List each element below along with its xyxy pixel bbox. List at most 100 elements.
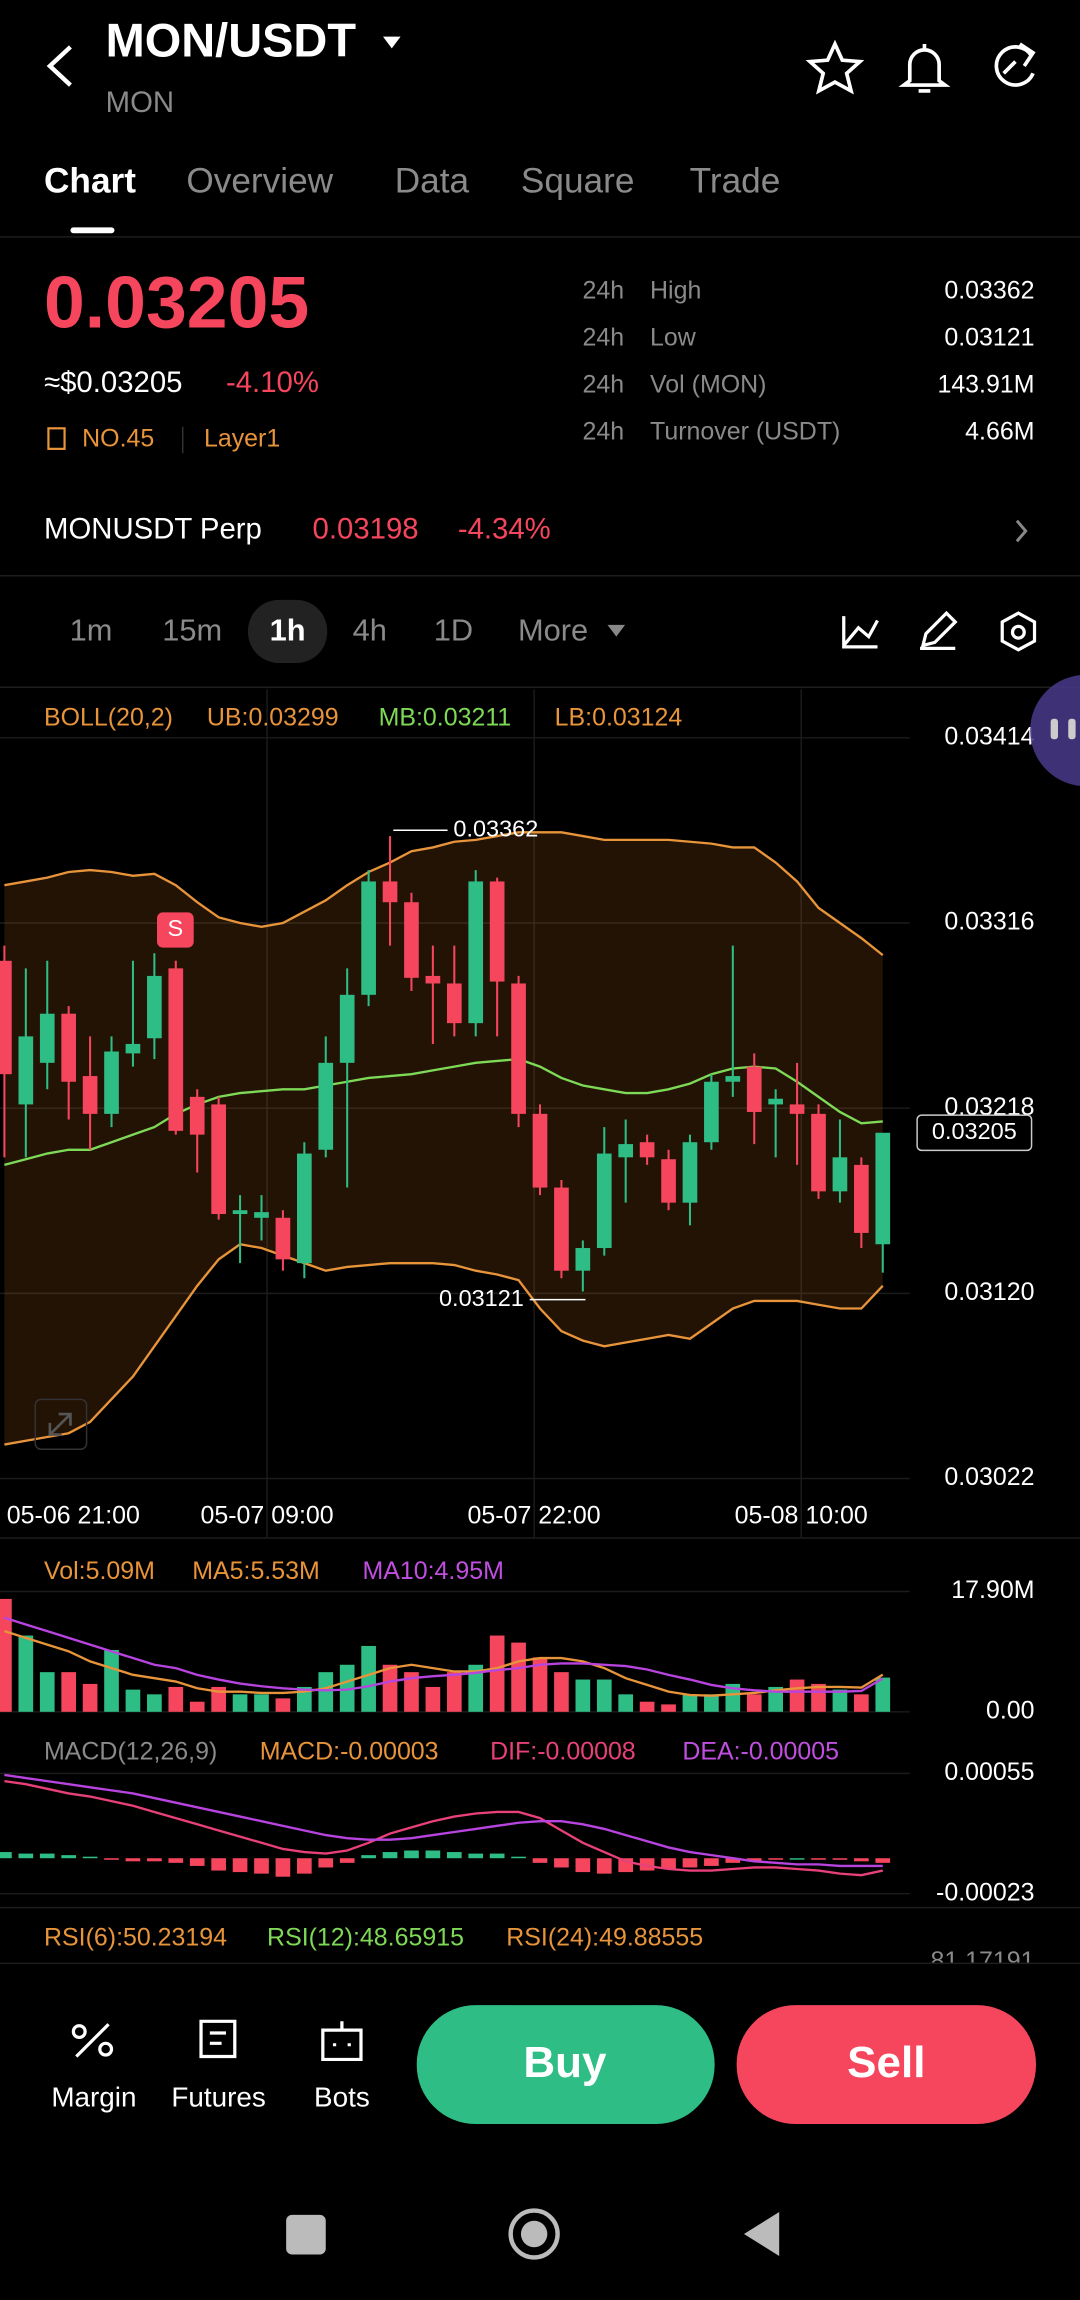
bar <box>297 1686 312 1712</box>
signal-badge <box>157 912 194 948</box>
stat-period: 24h <box>583 323 625 351</box>
bar <box>189 1701 205 1712</box>
candle-body <box>39 1013 55 1063</box>
separator <box>181 426 184 454</box>
bar <box>297 1858 312 1874</box>
bar <box>768 1686 783 1712</box>
bar <box>511 1642 526 1712</box>
bar <box>854 1694 869 1712</box>
indicator-line <box>4 1243 884 1446</box>
interval[interactable]: 1m <box>70 612 113 647</box>
divider <box>0 1537 1080 1539</box>
bar <box>404 1850 419 1859</box>
base-asset: MON <box>106 86 174 119</box>
legend-label: LB:0.03124 <box>555 703 683 731</box>
margin-icon[interactable] <box>71 2023 114 2058</box>
legend-label: DEA:-0.00005 <box>682 1737 839 1765</box>
buy-button[interactable] <box>416 2005 715 2124</box>
tool-label[interactable]: Futures <box>171 2081 265 2112</box>
bots-icon[interactable] <box>321 2021 363 2062</box>
boll-legend: BOLL(20,2) UB:0.03299 MB:0.03211 LB:0.03… <box>44 703 682 731</box>
buy-label[interactable]: Buy <box>523 2038 607 2087</box>
perp-price: 0.03198 <box>313 513 419 546</box>
tab[interactable]: Square <box>521 162 635 201</box>
nav-back[interactable] <box>743 2211 780 2256</box>
bar <box>254 1858 269 1874</box>
stat-value: 143.91M <box>937 370 1034 398</box>
stat-label: Vol (MON) <box>650 370 766 398</box>
settings-icon[interactable] <box>1000 611 1037 652</box>
bar <box>39 1853 55 1859</box>
tab[interactable]: Data <box>395 162 470 201</box>
rank: NO.45 <box>82 425 154 453</box>
bar <box>125 1689 141 1712</box>
bar <box>596 1858 612 1874</box>
bar <box>768 1858 783 1860</box>
indicator-line <box>4 1630 884 1697</box>
bar <box>39 1672 55 1712</box>
bar <box>746 1694 762 1712</box>
y-tick-label: 0.00055 <box>944 1758 1034 1786</box>
tool-label[interactable]: Bots <box>314 2081 370 2112</box>
interval-more[interactable]: More <box>518 612 588 647</box>
y-tick-label: 0.03022 <box>944 1463 1034 1491</box>
interval[interactable]: 4h <box>353 612 387 647</box>
divider <box>0 686 1080 688</box>
bar <box>82 1856 98 1859</box>
nav-home[interactable] <box>508 2208 560 2260</box>
share-icon[interactable] <box>994 42 1036 87</box>
tool-label[interactable]: Margin <box>51 2081 136 2112</box>
bar <box>254 1694 269 1712</box>
x-tick-label: 05-08 10:00 <box>735 1501 868 1529</box>
x-tick-label: 05-06 21:00 <box>7 1501 140 1529</box>
bar <box>596 1679 612 1712</box>
bar <box>554 1858 569 1868</box>
chevron[interactable] <box>1015 519 1028 543</box>
futures-icon[interactable] <box>199 2019 237 2059</box>
stat-label: Low <box>650 323 697 351</box>
y-tick-label: 0.03120 <box>944 1278 1034 1306</box>
legend-label: MA5:5.53M <box>192 1557 320 1585</box>
bar <box>232 1694 248 1712</box>
bar <box>575 1679 591 1712</box>
floating-icon <box>1068 718 1076 740</box>
legend-label: BOLL(20,2) <box>44 703 173 731</box>
sell-label[interactable]: Sell <box>847 2038 925 2087</box>
nav-home-dot <box>520 2220 548 2248</box>
nav-recent[interactable] <box>286 2214 326 2255</box>
bar <box>532 1858 548 1863</box>
candle-body <box>297 1153 312 1264</box>
alert-icon[interactable] <box>898 44 951 93</box>
interval[interactable]: 1D <box>434 612 473 647</box>
candle-body <box>61 1013 77 1082</box>
sector-tag[interactable]: Layer1 <box>204 425 280 453</box>
pair-dropdown[interactable] <box>382 36 401 49</box>
perp-name[interactable]: MONUSDT Perp <box>44 513 262 546</box>
indicator-line <box>4 1779 884 1877</box>
bar <box>832 1689 848 1712</box>
tab[interactable]: Trade <box>690 162 781 201</box>
y-tick-label: 0.00 <box>986 1696 1035 1724</box>
interval[interactable]: 15m <box>162 612 222 647</box>
favorite-icon[interactable] <box>805 39 865 95</box>
legend-label: RSI(12):48.65915 <box>267 1924 464 1952</box>
interval-active[interactable]: 1h <box>270 612 306 647</box>
bar <box>446 1672 462 1712</box>
stat-value: 0.03362 <box>944 276 1034 304</box>
draw-icon[interactable] <box>920 610 958 650</box>
indicator-icon[interactable] <box>842 616 879 649</box>
more-dropdown[interactable] <box>607 624 626 637</box>
pair-title[interactable]: MON/USDT <box>106 14 357 66</box>
sell-button[interactable] <box>736 2005 1036 2124</box>
candle-body <box>489 881 505 982</box>
bar <box>168 1858 184 1863</box>
back-button[interactable] <box>46 45 72 87</box>
bar <box>18 1853 34 1859</box>
bar <box>0 1598 12 1712</box>
tab-active[interactable]: Chart <box>44 162 136 201</box>
tab[interactable]: Overview <box>186 162 333 201</box>
candle-body <box>104 1051 119 1114</box>
fullscreen-button[interactable] <box>34 1398 88 1450</box>
candle-body <box>82 1076 98 1114</box>
